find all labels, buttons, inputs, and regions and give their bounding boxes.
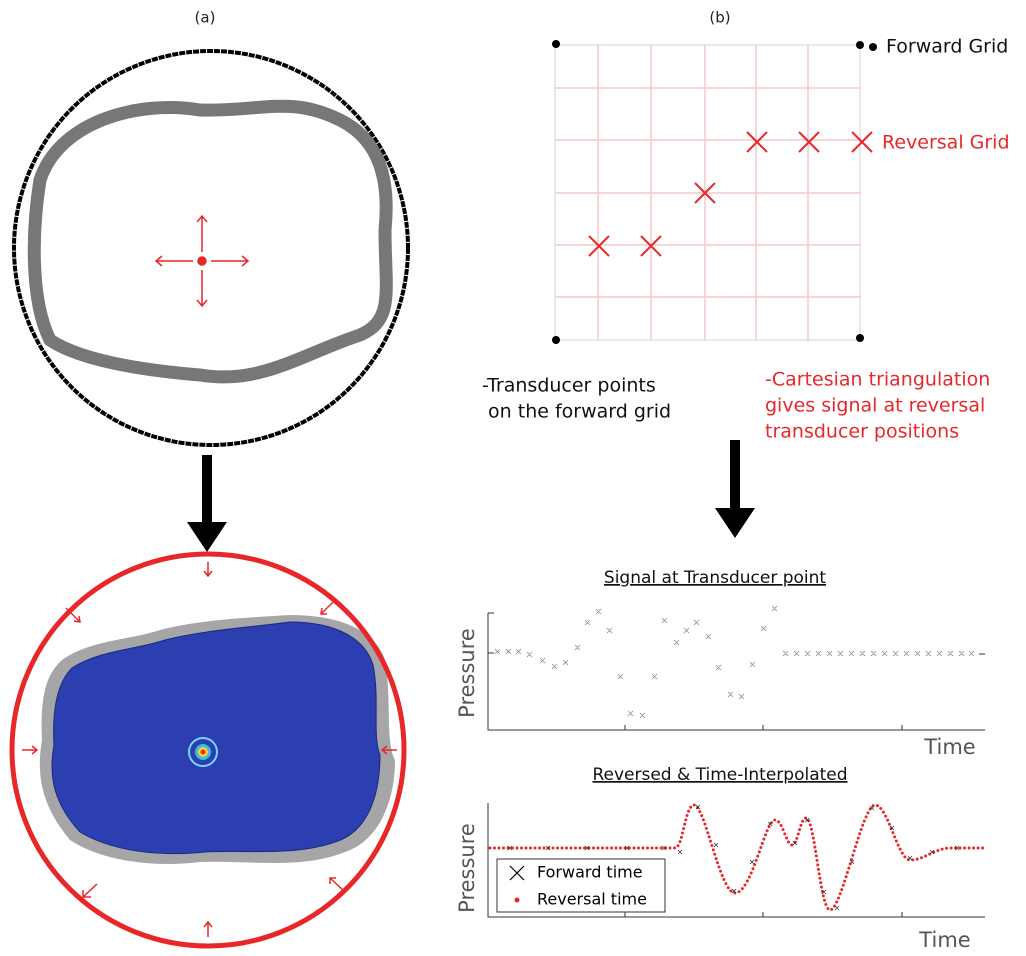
axis-label: Time (923, 735, 975, 759)
legend-label: Reversal time (537, 890, 647, 909)
legend: Forward time Reversal time (497, 859, 665, 912)
note: transducer positions (765, 421, 959, 443)
grid (552, 40, 877, 344)
plot-title: Reversed & Time-Interpolated (592, 765, 847, 785)
figure: (a) (b) (0, 0, 1026, 956)
axis-label: Pressure (455, 823, 479, 913)
simulation (12, 554, 404, 946)
signal-samples (495, 606, 974, 718)
note: -Transducer points (482, 375, 656, 397)
plot-title: Signal at Transducer point (604, 568, 826, 588)
note: on the forward grid (482, 401, 671, 423)
panel-label: (a) (195, 9, 216, 27)
source-arrows (156, 216, 248, 306)
axis-label: Time (918, 928, 970, 952)
down-arrow (715, 440, 755, 538)
axis-label: Pressure (455, 628, 479, 718)
domain-outline (14, 51, 408, 445)
panel-label: (b) (709, 9, 730, 27)
legend-label: Forward time (537, 863, 643, 882)
page: {"labels": {"a": "(a)", "b": "(b)"}, "gr… (0, 0, 1026, 956)
axes (488, 613, 985, 730)
grid-label: Reversal Grid (882, 132, 1010, 154)
grid-label: Forward Grid (886, 36, 1008, 58)
note: -Cartesian triangulation (765, 369, 990, 391)
down-arrow (187, 455, 227, 552)
note: gives signal at reversal (765, 395, 985, 417)
